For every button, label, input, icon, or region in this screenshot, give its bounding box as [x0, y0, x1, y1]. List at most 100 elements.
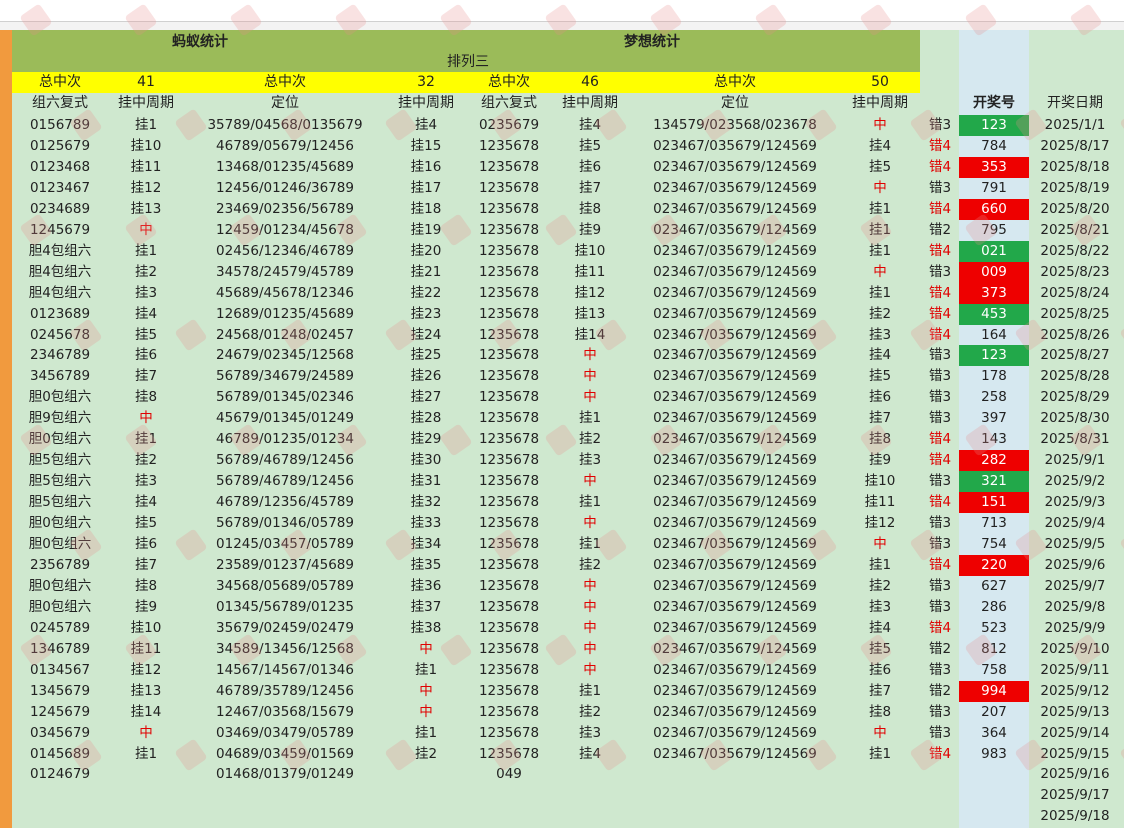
cell-a: 胆0包组六	[28, 389, 92, 405]
cell-date: 2025/8/20	[1040, 201, 1110, 217]
cell-i: 错3	[928, 389, 952, 405]
draw-number: 453	[959, 304, 1029, 325]
cell-f: 挂1	[578, 536, 602, 552]
cell-i: 错4	[928, 557, 952, 573]
col-header-g: 定位	[721, 95, 749, 111]
cell-d: 挂15	[410, 138, 442, 154]
cell-b: 挂3	[134, 285, 158, 301]
cell-date: 2025/8/27	[1040, 347, 1110, 363]
cell-d: 中	[419, 641, 433, 657]
cell-f: 挂9	[578, 222, 602, 238]
cell-e: 1235678	[478, 306, 540, 322]
cell-a: 2346789	[29, 347, 91, 363]
cell-e: 1235678	[478, 452, 540, 468]
cell-e: 1235678	[478, 201, 540, 217]
draw-number: 791	[981, 180, 1007, 196]
cell-c: 04689/03459/01569	[216, 746, 354, 762]
cell-i: 错2	[928, 641, 952, 657]
cell-g: 023467/035679/124569	[653, 494, 817, 510]
cell-h: 挂1	[868, 222, 892, 238]
cell-d: 挂36	[410, 578, 442, 594]
cell-d: 挂18	[410, 201, 442, 217]
cell-f: 挂5	[578, 138, 602, 154]
cell-b: 挂1	[134, 431, 158, 447]
cell-d: 挂21	[410, 264, 442, 280]
cell-f: 挂2	[578, 431, 602, 447]
totals-row	[12, 72, 920, 93]
cell-f: 挂13	[574, 306, 606, 322]
cell-a: 0245789	[29, 620, 91, 636]
cell-d: 挂4	[414, 117, 438, 133]
cell-i: 错3	[928, 410, 952, 426]
cell-date: 2025/9/16	[1040, 766, 1110, 782]
draw-number: 994	[959, 681, 1029, 702]
cell-a: 0123689	[29, 306, 91, 322]
header-band	[12, 30, 920, 72]
cell-c: 46789/12356/45789	[216, 494, 354, 510]
draw-number: 713	[981, 515, 1007, 531]
cell-h: 挂4	[868, 138, 892, 154]
cell-d: 挂1	[414, 662, 438, 678]
cell-g: 023467/035679/124569	[653, 285, 817, 301]
right-title: 梦想统计	[624, 34, 680, 50]
cell-a: 0134567	[29, 662, 91, 678]
cell-g: 023467/035679/124569	[653, 515, 817, 531]
cell-e: 1235678	[478, 431, 540, 447]
cell-date: 2025/8/24	[1040, 285, 1110, 301]
cell-h: 挂2	[868, 578, 892, 594]
cell-date: 2025/9/8	[1044, 599, 1106, 615]
cell-date: 2025/9/7	[1044, 578, 1106, 594]
cell-h: 中	[873, 117, 887, 133]
draw-number: 009	[959, 262, 1029, 283]
cell-f: 中	[583, 599, 597, 615]
cell-a: 1346789	[29, 641, 91, 657]
cell-f: 挂2	[578, 557, 602, 573]
draw-number: 286	[981, 599, 1007, 615]
cell-i: 错3	[928, 536, 952, 552]
col-header-f: 挂中周期	[562, 95, 618, 111]
cell-i: 错4	[928, 494, 952, 510]
cell-b: 挂5	[134, 515, 158, 531]
cell-date: 2025/8/26	[1040, 327, 1110, 343]
total-label-1: 总中次	[39, 74, 81, 90]
cell-f: 挂11	[574, 264, 606, 280]
cell-b: 挂1	[134, 117, 158, 133]
col-header-h: 挂中周期	[852, 95, 908, 111]
cell-c: 34589/13456/12568	[216, 641, 354, 657]
cell-i: 错4	[928, 243, 952, 259]
cell-d: 挂31	[410, 473, 442, 489]
draw-number: 784	[981, 138, 1007, 154]
cell-e: 049	[496, 766, 522, 782]
cell-i: 错3	[928, 578, 952, 594]
cell-date: 2025/9/10	[1040, 641, 1110, 657]
cell-b: 挂12	[130, 662, 162, 678]
cell-c: 45689/45678/12346	[216, 285, 354, 301]
cell-date: 2025/9/6	[1044, 557, 1106, 573]
cell-g: 023467/035679/124569	[653, 180, 817, 196]
cell-date: 2025/9/1	[1044, 452, 1106, 468]
cell-h: 中	[873, 264, 887, 280]
cell-a: 胆4包组六	[28, 264, 92, 280]
cell-g: 023467/035679/124569	[653, 389, 817, 405]
total-value-3: 46	[581, 74, 599, 90]
cell-b: 挂13	[130, 201, 162, 217]
cell-date: 2025/8/18	[1040, 159, 1110, 175]
cell-c: 56789/46789/12456	[216, 452, 354, 468]
cell-f: 挂10	[574, 243, 606, 259]
cell-h: 中	[873, 180, 887, 196]
cell-c: 14567/14567/01346	[216, 662, 354, 678]
cell-i: 错4	[928, 431, 952, 447]
col-header-e: 组六复式	[481, 95, 537, 111]
draw-number: 627	[981, 578, 1007, 594]
cell-d: 挂37	[410, 599, 442, 615]
col-header-c: 定位	[271, 95, 299, 111]
cell-g: 023467/035679/124569	[653, 327, 817, 343]
cell-d: 挂29	[410, 431, 442, 447]
cell-h: 挂7	[868, 410, 892, 426]
cell-i: 错3	[928, 368, 952, 384]
cell-h: 挂10	[864, 473, 896, 489]
cell-a: 胆9包组六	[28, 410, 92, 426]
cell-i: 错3	[928, 725, 952, 741]
draw-number: 812	[981, 641, 1007, 657]
cell-i: 错2	[928, 683, 952, 699]
